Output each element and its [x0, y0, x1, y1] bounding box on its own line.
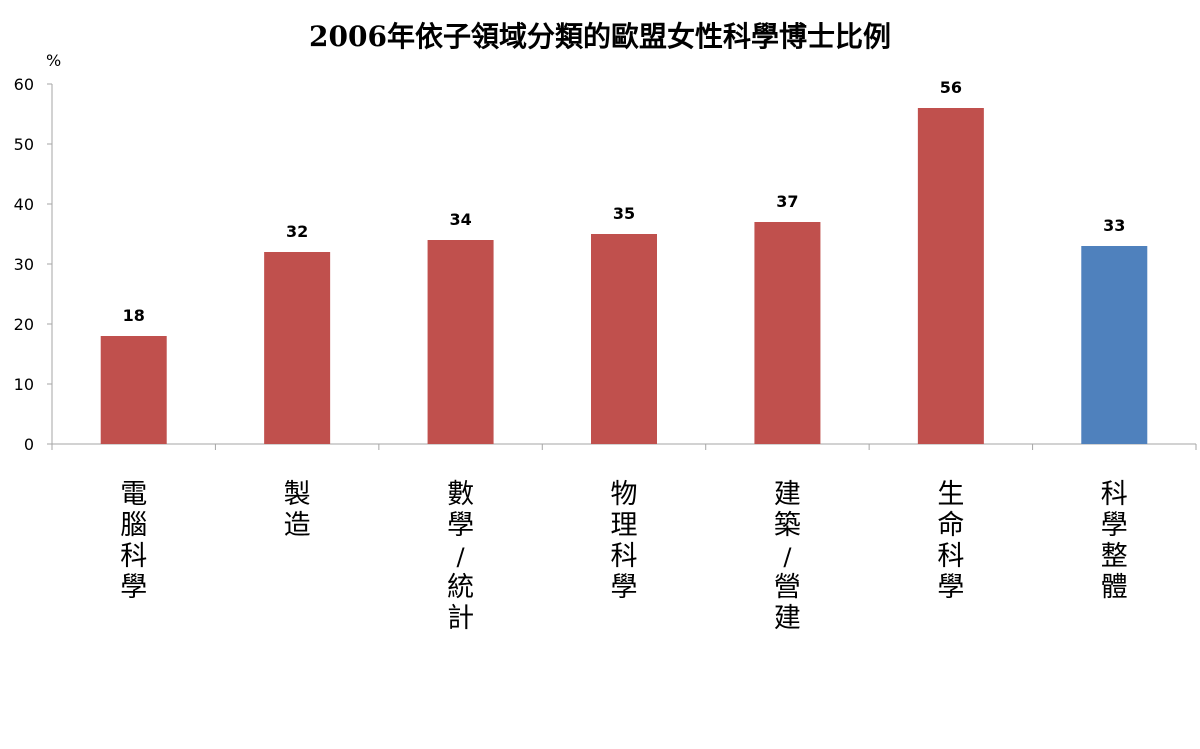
x-tick-label: 電腦科學 — [120, 479, 147, 603]
bar — [100, 336, 167, 444]
data-label: 34 — [449, 210, 471, 229]
x-axis — [51, 443, 1197, 450]
data-label: 32 — [286, 222, 308, 241]
x-tick-label: 建築/營建 — [774, 479, 801, 634]
y-tick-label: 20 — [14, 315, 34, 334]
bar — [264, 252, 331, 444]
x-tick-label: 數學/統計 — [447, 479, 474, 634]
x-tick-label: 物理科學 — [611, 479, 638, 603]
data-label: 33 — [1103, 216, 1125, 235]
bar — [1081, 246, 1148, 444]
y-tick-label: 40 — [14, 195, 34, 214]
bar — [917, 108, 984, 444]
y-tick-label: 0 — [24, 435, 34, 454]
x-tick-label: 製造 — [284, 479, 311, 541]
x-tick-label: 生命科學 — [937, 479, 964, 603]
bar — [754, 222, 821, 444]
y-tick-label: 60 — [14, 75, 34, 94]
data-label: 18 — [123, 306, 145, 325]
bar-series — [100, 108, 1148, 444]
bar — [427, 240, 494, 444]
data-label: 35 — [613, 204, 635, 223]
y-tick-label: 30 — [14, 255, 34, 274]
y-axis-unit-label: % — [46, 51, 61, 70]
x-tick-label: 科學整體 — [1101, 479, 1128, 603]
y-tick-label: 50 — [14, 135, 34, 154]
bar — [591, 234, 657, 444]
y-axis: 0 10 20 30 40 50 60 — [14, 75, 53, 454]
data-label: 37 — [776, 192, 798, 211]
chart-title: 2006年依子領域分類的歐盟女性科學博士比例 — [309, 20, 891, 53]
x-tick-labels: 電腦科學 製造 數學/統計 物理科學 建築/營建 生命科學 科學整體 — [120, 479, 1128, 634]
y-tick-label: 10 — [14, 375, 34, 394]
data-labels: 18 32 34 35 37 56 33 — [123, 78, 1126, 325]
data-label: 56 — [940, 78, 962, 97]
